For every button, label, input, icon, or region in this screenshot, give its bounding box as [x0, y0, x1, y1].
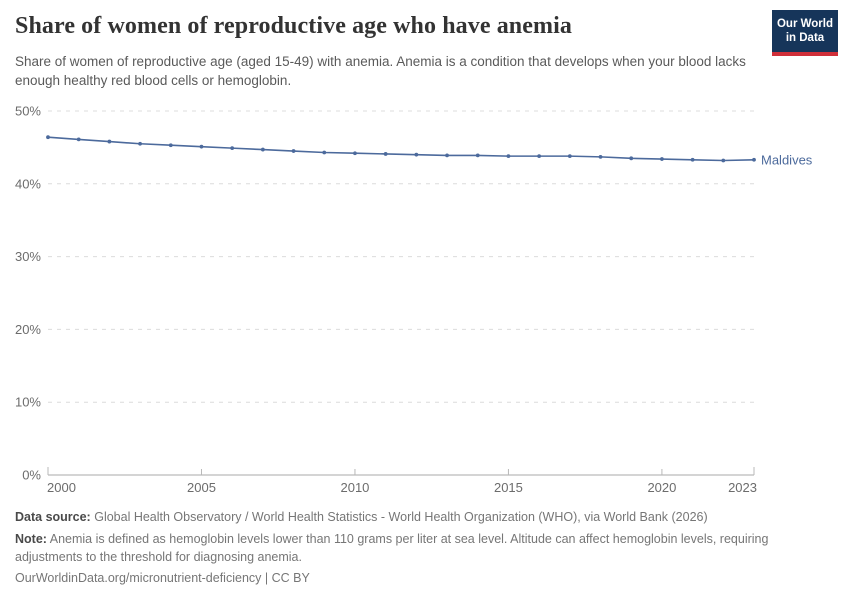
- chart-svg: 0% 10% 20% 30% 40% 50% 2000 2005 2010 2015 2020 202…: [15, 104, 813, 496]
- data-point[interactable]: [383, 152, 388, 156]
- data-point[interactable]: [168, 143, 173, 148]
- data-point[interactable]: [445, 153, 449, 158]
- note-line: Note: Anemia is defined as hemoglobin le…: [15, 531, 821, 567]
- data-source-line: Data source: Global Health Observatory /…: [15, 509, 821, 527]
- y-axis-tick-label: 10%: [15, 395, 41, 410]
- x-axis-tick-label: 2020: [647, 480, 676, 495]
- y-axis-tick-label: 20%: [15, 322, 41, 337]
- data-point[interactable]: [107, 139, 112, 144]
- data-source-label: Data source:: [15, 510, 91, 524]
- owid-logo-box: Our World in Data: [772, 10, 838, 52]
- data-point[interactable]: [567, 154, 572, 159]
- data-point[interactable]: [260, 147, 265, 152]
- data-point[interactable]: [414, 152, 419, 157]
- data-source-text: Global Health Observatory / World Health…: [94, 510, 708, 524]
- y-axis-tick-label: 40%: [15, 176, 41, 191]
- note-text: Anemia is defined as hemoglobin levels l…: [15, 531, 769, 564]
- data-point[interactable]: [291, 149, 296, 153]
- data-point[interactable]: [76, 137, 81, 142]
- x-axis-tick-label: 2010: [340, 480, 369, 495]
- data-point[interactable]: [537, 154, 542, 159]
- x-axis-tick-label: 2005: [187, 480, 216, 495]
- data-point[interactable]: [660, 157, 664, 161]
- note-label: Note:: [15, 531, 47, 546]
- chart-footer: Data source: Global Health Observatory /…: [15, 509, 821, 592]
- owid-logo-line1: Our World: [776, 18, 833, 30]
- data-point[interactable]: [230, 146, 235, 151]
- data-point[interactable]: [138, 141, 142, 146]
- x-axis-tick-label: 2000: [47, 480, 76, 495]
- page-title: Share of women of reproductive age who h…: [15, 13, 572, 39]
- data-point[interactable]: [752, 157, 756, 162]
- data-point[interactable]: [199, 144, 204, 149]
- x-axis-tick-label: 2015: [494, 480, 523, 495]
- data-point[interactable]: [475, 153, 480, 158]
- citation-link[interactable]: OurWorldinData.org/micronutrient-deficie…: [15, 571, 310, 586]
- y-axis-tick-label: 50%: [15, 104, 41, 119]
- data-point[interactable]: [46, 135, 50, 140]
- page-subtitle: Share of women of reproductive age (aged…: [15, 54, 746, 89]
- data-point[interactable]: [353, 151, 357, 156]
- owid-logo-line2: in Data: [785, 32, 825, 45]
- line-chart-canvas[interactable]: 0% 10% 20% 30% 40% 50% 2000 2005 2010 2015 2020 202…: [0, 90, 850, 500]
- series-entity-label[interactable]: Maldives: [761, 152, 813, 167]
- data-point[interactable]: [598, 154, 603, 159]
- data-point[interactable]: [629, 156, 634, 161]
- data-point[interactable]: [322, 150, 327, 155]
- data-point[interactable]: [721, 158, 726, 163]
- data-point[interactable]: [690, 157, 695, 162]
- owid-logo-accent-bar: [772, 51, 838, 56]
- data-line[interactable]: [47, 136, 755, 162]
- owid-logo[interactable]: Our World in Data: [772, 10, 838, 56]
- x-axis-tick-label: 2023: [728, 480, 757, 495]
- data-point[interactable]: [506, 154, 511, 159]
- y-axis-tick-label: 0%: [22, 468, 41, 483]
- y-axis-tick-label: 30%: [15, 249, 41, 264]
